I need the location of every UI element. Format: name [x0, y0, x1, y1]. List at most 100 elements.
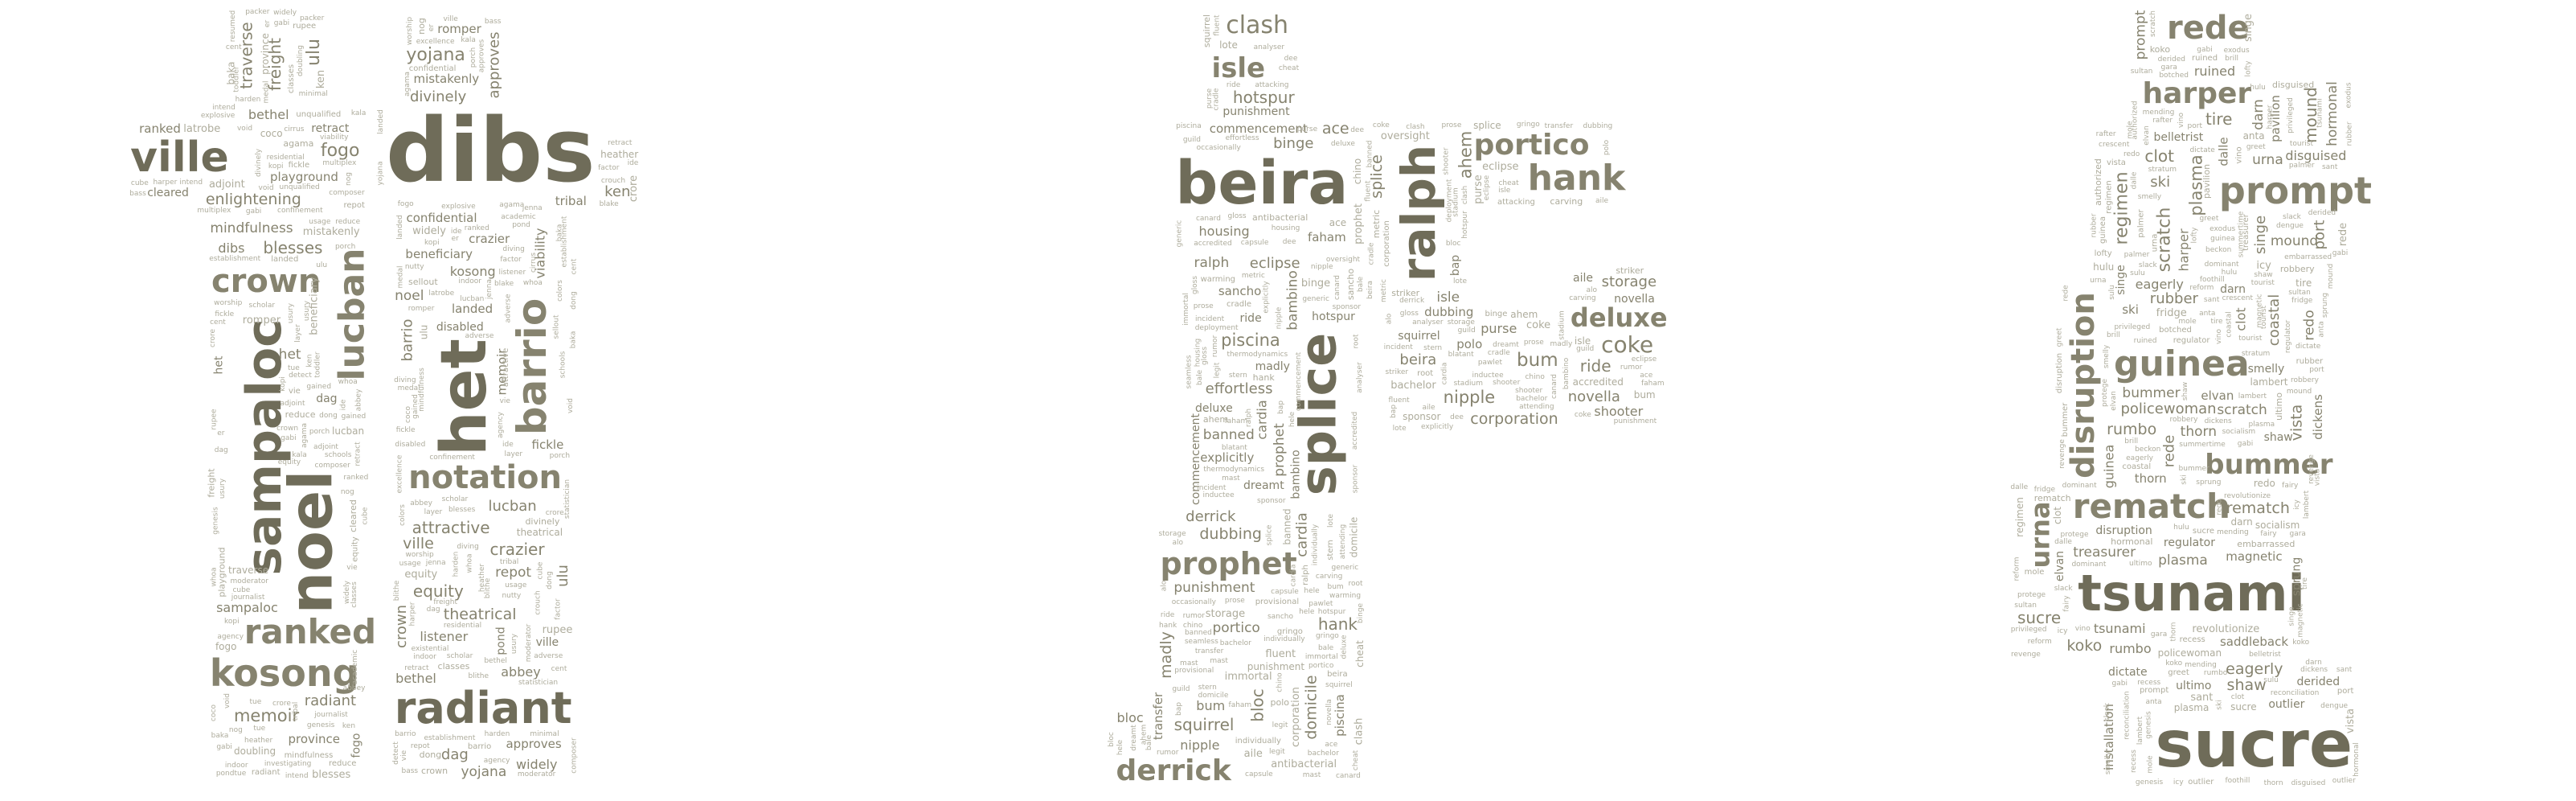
- cloud-word: layer: [424, 508, 443, 517]
- cloud-word: equity: [404, 569, 438, 581]
- cloud-word: cirrus: [530, 252, 539, 273]
- cloud-word: gloss: [1201, 346, 1210, 365]
- cloud-word: thorn: [2180, 424, 2217, 441]
- cloud-word: nipple: [1180, 737, 1220, 753]
- cloud-word: bummer: [2061, 402, 2070, 437]
- cloud-word: oversight: [1380, 130, 1430, 143]
- cloud-word: analyser: [1356, 362, 1364, 393]
- cloud-word: storage: [1601, 273, 1657, 291]
- cloud-word: eclipse: [1249, 254, 1300, 272]
- cloud-word: traverse: [228, 564, 269, 576]
- cloud-word: pond: [512, 220, 530, 229]
- cloud-word: greet: [2055, 327, 2064, 347]
- cloud-word: dubbing: [1199, 525, 1262, 544]
- cloud-word: attending: [1339, 524, 1348, 560]
- cloud-word: outlier: [2188, 778, 2214, 787]
- cloud-word: coke: [1526, 318, 1551, 331]
- cloud-word: fridge: [2291, 296, 2313, 305]
- cloud-word: rumor: [1157, 748, 1179, 757]
- cloud-word: disguised: [2285, 147, 2347, 163]
- cloud-word: warming: [1200, 274, 1236, 284]
- cloud-word: ahem: [1140, 725, 1149, 746]
- cloud-word: blesses: [312, 768, 351, 781]
- cloud-word: legit: [1272, 721, 1288, 730]
- cloud-word: belletrist: [2249, 651, 2281, 659]
- cloud-word: faham: [1640, 379, 1665, 388]
- cloud-word: warming: [1329, 592, 1362, 601]
- cloud-word: sancho: [1218, 283, 1262, 298]
- cloud-word: storage: [1447, 318, 1475, 327]
- cloud-word: rubber: [2345, 121, 2354, 146]
- cloud-word: sant: [2203, 296, 2220, 305]
- cloud-word: domicile: [1348, 516, 1360, 558]
- cloud-word: bambino: [1289, 450, 1303, 499]
- cloud-word: derided: [2157, 55, 2185, 64]
- cloud-word: revolutionize: [2224, 491, 2271, 500]
- cloud-word: oversight: [1325, 255, 1361, 264]
- cloud-word: disruption: [2064, 291, 2102, 479]
- cloud-word: ahem: [1455, 130, 1475, 179]
- cloud-word: gabi: [281, 434, 297, 443]
- cloud-word: striker: [1385, 368, 1409, 376]
- cloud-word: cube: [232, 586, 251, 595]
- cloud-word: fogo: [320, 141, 360, 162]
- cloud-word: establishment: [209, 255, 261, 264]
- cloud-word: cent: [210, 318, 226, 327]
- cloud-word: dreamt: [1243, 479, 1284, 492]
- cloud-word: koko: [2149, 43, 2171, 55]
- cloud-word: plasma: [2173, 702, 2209, 714]
- cloud-word: bass: [129, 190, 146, 199]
- cloud-word: bummer: [2178, 464, 2209, 473]
- cloud-word: journalist: [314, 711, 348, 720]
- cloud-word: dickens: [2310, 394, 2325, 441]
- cloud-word: dictate: [2295, 343, 2321, 351]
- cloud-word: fickle: [531, 437, 564, 453]
- cloud-word: composer: [571, 737, 579, 774]
- cloud-word: polo: [1270, 696, 1290, 708]
- cloud-word: icy: [2173, 778, 2184, 787]
- cloud-word: landed: [396, 215, 405, 240]
- cloud-word: stratum: [2241, 349, 2271, 358]
- cloud-word: lucban: [460, 294, 485, 303]
- cloud-word: dreamt: [1130, 724, 1139, 751]
- cloud-word: dee: [1350, 126, 1364, 135]
- cloud-word: treasurer: [2241, 213, 2250, 251]
- cloud-word: nipple: [1275, 306, 1284, 330]
- cloud-word: generic: [1174, 220, 1183, 248]
- cloud-word: capsule: [1240, 238, 1269, 247]
- cloud-word: singe: [2242, 14, 2255, 43]
- cloud-word: freight: [433, 598, 457, 606]
- cloud-word: ranked: [464, 224, 489, 232]
- cloud-word: regimen: [2111, 171, 2132, 245]
- cloud-word: mindfulness: [284, 750, 334, 760]
- cloud-word: ken: [314, 70, 327, 89]
- cloud-word: bachelor: [1516, 395, 1548, 404]
- cloud-word: dag: [440, 746, 469, 763]
- cloud-word: prophet: [1160, 546, 1297, 582]
- cloud-word: antibacterial: [1271, 758, 1337, 771]
- cloud-word: ken: [604, 183, 631, 201]
- cloud-word: baka: [569, 331, 578, 349]
- cloud-word: greet: [2246, 143, 2266, 152]
- cloud-word: dee: [1450, 413, 1464, 422]
- cloud-word: guild: [1576, 345, 1595, 354]
- cloud-word: treasurer: [2073, 544, 2136, 561]
- cloud-word: dickens: [2300, 666, 2328, 675]
- cloud-word: fridge: [2033, 485, 2056, 494]
- cloud-word: coke: [1601, 331, 1654, 359]
- cloud-word: prose: [1441, 121, 1462, 130]
- cloud-word: dubbing: [1583, 121, 1613, 130]
- cloud-word: dag: [214, 446, 228, 454]
- cloud-word: sancho: [1267, 612, 1294, 621]
- cloud-word: schools: [324, 451, 352, 460]
- cloud-word: rupee: [542, 624, 573, 637]
- cloud-word: disguised: [2271, 80, 2315, 91]
- cloud-word: dong: [319, 412, 338, 421]
- cloud-word: adverse: [534, 652, 563, 661]
- cloud-word: prompt: [2139, 686, 2169, 696]
- cloud-word: metric: [1379, 278, 1388, 302]
- cloud-word: approves: [485, 31, 503, 99]
- cloud-word: carving: [1315, 572, 1343, 581]
- cloud-word: residential: [443, 622, 482, 631]
- cloud-word: mound: [2286, 387, 2312, 396]
